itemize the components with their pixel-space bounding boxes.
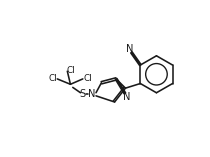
Text: N: N [88,89,95,99]
Text: Cl: Cl [48,74,57,83]
Text: Cl: Cl [66,66,75,75]
Text: S: S [80,89,86,99]
Text: N: N [126,44,133,54]
Text: N: N [123,92,131,102]
Text: Cl: Cl [83,74,92,83]
